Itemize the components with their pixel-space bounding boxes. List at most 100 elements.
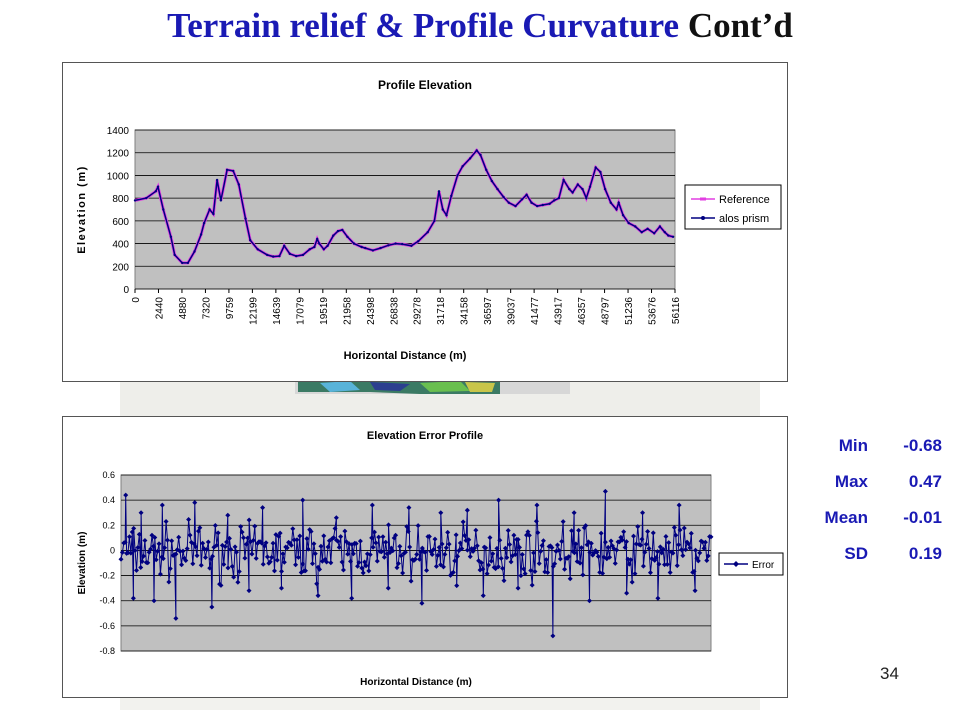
data-point (526, 532, 532, 538)
data-point (507, 201, 510, 204)
data-point (521, 566, 527, 572)
data-point (169, 538, 175, 544)
x-tick-label: 29278 (413, 297, 424, 325)
data-point (541, 203, 544, 207)
x-tick-label: 51236 (624, 297, 635, 325)
data-point (318, 543, 324, 549)
data-point (332, 525, 338, 531)
data-point (654, 549, 660, 555)
data-point (511, 532, 517, 538)
data-point (662, 562, 668, 568)
data-point (270, 540, 276, 546)
y-tick-label: -0.6 (99, 621, 115, 631)
data-point (388, 545, 394, 551)
data-point (531, 550, 537, 556)
data-point (436, 544, 442, 550)
data-point (366, 568, 372, 574)
data-point (290, 526, 296, 532)
y-tick-label: 0.6 (102, 470, 115, 480)
data-point (148, 546, 154, 552)
data-point (332, 234, 335, 237)
data-point (129, 529, 135, 535)
data-point (585, 539, 591, 545)
data-point (615, 208, 618, 211)
data-point (181, 261, 184, 265)
data-point (655, 595, 661, 601)
data-point (219, 199, 223, 202)
data-point (424, 567, 430, 573)
data-point (445, 529, 451, 535)
data-point (580, 572, 586, 578)
stat-row-max: Max 0.47 (800, 472, 950, 508)
data-point (287, 540, 293, 546)
data-point (647, 570, 653, 576)
data-point (569, 528, 575, 534)
data-point (632, 571, 638, 577)
data-point (528, 567, 534, 573)
data-point (462, 532, 468, 538)
y-tick-label: -0.8 (99, 646, 115, 656)
data-point (373, 540, 379, 546)
data-point (525, 193, 528, 196)
data-point (426, 231, 429, 234)
data-point (333, 515, 339, 521)
data-point (667, 570, 673, 576)
data-point (345, 551, 351, 557)
data-point (167, 566, 173, 572)
data-point (540, 538, 546, 544)
chart-legend: Reference alos prism (684, 184, 782, 230)
data-point (371, 529, 377, 535)
data-point (151, 598, 157, 604)
data-point (387, 550, 393, 556)
data-point (624, 539, 630, 545)
data-point (483, 545, 489, 551)
stat-value: -0.68 (903, 436, 942, 455)
data-point (680, 553, 686, 559)
data-point (422, 549, 428, 555)
data-point (370, 544, 376, 550)
data-point (179, 562, 185, 568)
data-point (588, 540, 594, 546)
data-point (394, 242, 397, 245)
data-point (616, 539, 622, 545)
data-point (581, 187, 584, 191)
data-point (326, 538, 332, 544)
data-point (505, 528, 511, 534)
data-point (638, 542, 644, 548)
data-point (461, 165, 464, 168)
data-point (496, 187, 499, 191)
data-point (177, 548, 183, 554)
data-point (426, 533, 432, 539)
data-point (135, 545, 141, 551)
data-point (617, 201, 620, 204)
data-point (150, 543, 156, 549)
data-point (335, 538, 341, 544)
data-point (410, 244, 413, 247)
stat-row-sd: SD 0.19 (800, 544, 950, 580)
data-point (272, 255, 275, 258)
chart-title: Profile Elevation (378, 78, 472, 92)
data-point (548, 202, 551, 205)
data-point (440, 564, 446, 570)
data-point (459, 546, 465, 552)
data-point (646, 546, 652, 552)
data-point (395, 560, 401, 566)
y-tick-label: 1200 (107, 149, 130, 160)
data-point (374, 558, 380, 564)
data-point (288, 542, 294, 548)
data-point (349, 595, 355, 601)
data-point (264, 554, 270, 560)
data-point (295, 554, 301, 560)
data-point (404, 524, 410, 530)
data-point (622, 544, 628, 550)
data-point (278, 585, 284, 591)
data-point (218, 582, 224, 588)
data-point (543, 557, 549, 563)
x-tick-label: 56116 (671, 297, 682, 325)
data-point (118, 556, 124, 562)
data-point (653, 232, 656, 235)
data-point (280, 551, 286, 557)
data-point (224, 539, 230, 545)
stat-label: SD (844, 544, 868, 563)
data-point (266, 253, 269, 257)
